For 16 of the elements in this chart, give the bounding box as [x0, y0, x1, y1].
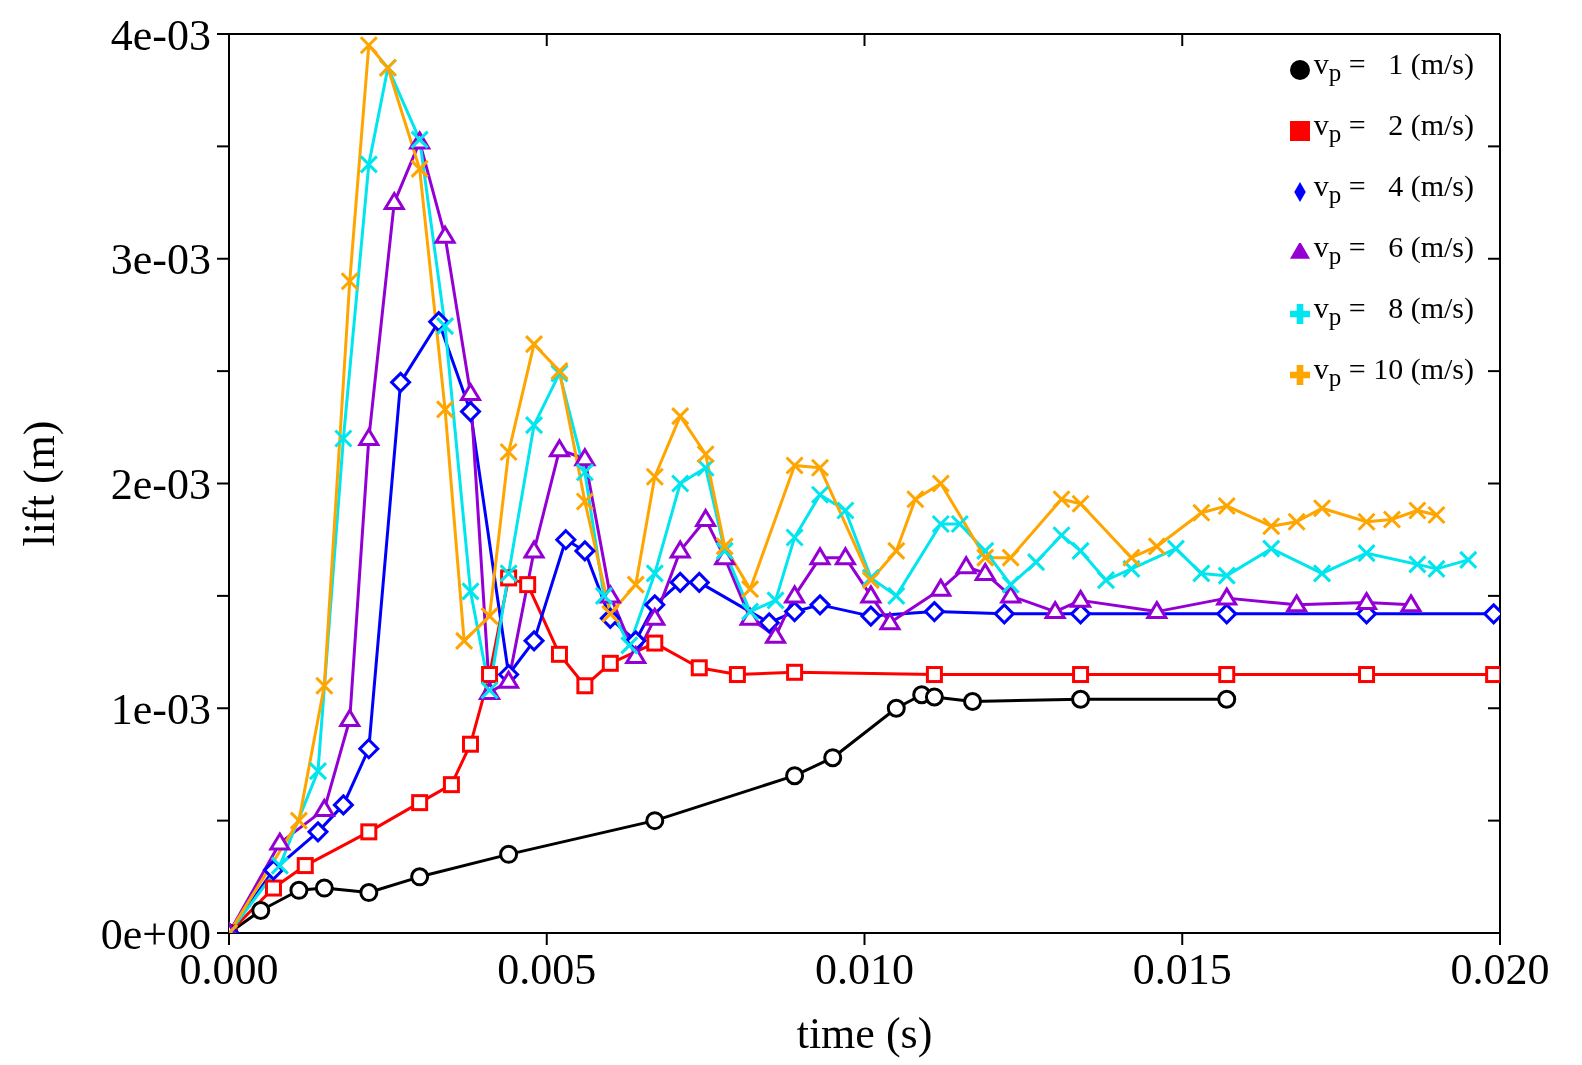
x-tick-label: 0.005 [497, 945, 597, 995]
legend-label: v$_{p}$ = 10 (m/s) [1313, 352, 1474, 391]
y-tick-label: 2e-03 [110, 460, 211, 510]
legend-label: v$_{p}$ = 2 (m/s) [1313, 108, 1474, 147]
x-tick-label: 0.010 [815, 945, 914, 995]
y-tick-label: 1e-03 [110, 684, 211, 734]
legend-label: v$_{p}$ = 8 (m/s) [1313, 291, 1474, 330]
x-axis-title: time (s) [796, 1009, 933, 1058]
y-axis-title: lift (m) [14, 420, 64, 547]
y-tick-label: 4e-03 [110, 10, 211, 60]
legend-label: v$_{p}$ = 6 (m/s) [1313, 230, 1474, 269]
x-tick-label: 0.015 [1132, 945, 1232, 995]
x-tick-label: 0.020 [1450, 945, 1550, 995]
y-tick-label: 3e-03 [110, 235, 211, 285]
legend-label: v$_{p}$ = 1 (m/s) [1313, 47, 1474, 86]
legend-label: v$_{p}$ = 4 (m/s) [1313, 169, 1474, 208]
